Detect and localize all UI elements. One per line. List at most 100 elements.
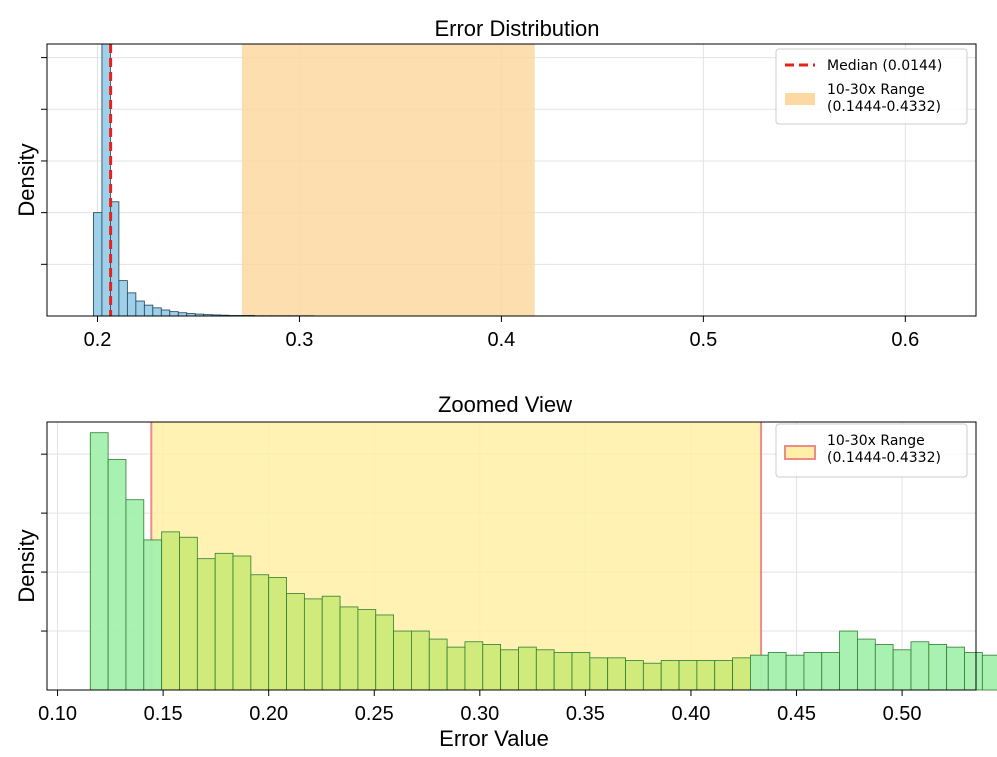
- histogram-bar: [660, 660, 680, 691]
- histogram-bar: [214, 552, 234, 691]
- histogram-bar: [714, 660, 733, 691]
- histogram-bar: [785, 654, 805, 691]
- x-tick-label: 0.6: [891, 329, 919, 351]
- range-band-area: [241, 44, 535, 316]
- histogram-bar: [535, 649, 555, 691]
- histogram-bar: [303, 598, 323, 691]
- histogram-bar: [518, 646, 537, 691]
- histogram-bar: [500, 649, 519, 691]
- legend-range-line: 10-30x Range: [827, 82, 925, 98]
- histogram-bar: [732, 657, 751, 691]
- histogram-bar: [339, 606, 359, 691]
- histogram-bar: [152, 307, 162, 317]
- x-tick-label: 0.4: [487, 329, 515, 351]
- x-tick-label: 0.25: [355, 703, 394, 725]
- histogram-bar: [625, 660, 644, 691]
- histogram-bar: [286, 593, 305, 691]
- y-axis-label: Density: [14, 143, 39, 216]
- axes-frame: [46, 421, 977, 691]
- x-tick-label: 0.40: [671, 703, 710, 725]
- legend: 10-30x Range (0.1444-0.4332): [775, 423, 968, 478]
- legend-range-line: 10-30x Range: [827, 433, 925, 449]
- chart-title: Error Distribution: [434, 16, 599, 41]
- histogram-bar: [696, 660, 716, 691]
- x-axis-ticks: 0.10 0.15 0.20 0.25 0.30 0.35 0.40 0.45 0.50: [38, 453, 922, 725]
- histogram-bar: [232, 555, 252, 691]
- x-tick-label: 0.20: [249, 703, 288, 725]
- histogram-bars: [89, 432, 997, 691]
- histogram-bar: [411, 630, 430, 691]
- histogram-bar: [821, 652, 841, 691]
- histogram-bar: [571, 652, 591, 691]
- x-tick-label: 0.2: [84, 329, 112, 351]
- histogram-bar: [928, 644, 948, 691]
- histogram-bar: [946, 646, 965, 691]
- histogram-bar: [375, 614, 394, 691]
- histogram-bar: [93, 212, 103, 317]
- histogram-bar: [135, 300, 145, 317]
- histogram-bar: [89, 432, 109, 691]
- x-axis-label: Error Value: [439, 726, 549, 751]
- legend-range-label: 10-30x Range (0.1444-0.4332): [827, 82, 941, 115]
- x-tick-label: 0.10: [38, 703, 77, 725]
- axes-frame: [46, 43, 977, 317]
- histogram-bar: [126, 292, 137, 317]
- legend-box: [775, 48, 968, 125]
- plot-frame: [46, 43, 977, 317]
- x-tick-label: 0.35: [566, 703, 605, 725]
- legend-range-line: (0.1444-0.4332): [827, 99, 941, 115]
- histogram-bar: [428, 638, 448, 691]
- legend-range-swatch: [785, 93, 815, 105]
- legend-median-label: Median (0.0144): [827, 58, 942, 74]
- histogram-bar: [464, 641, 484, 691]
- x-tick-label: 0.50: [883, 703, 922, 725]
- histogram-bar: [964, 652, 983, 691]
- histogram-bar: [143, 539, 163, 691]
- x-tick-label: 0.5: [689, 329, 717, 351]
- histogram-bar: [107, 459, 127, 691]
- plot-frame: [46, 421, 977, 691]
- histogram-bar: [892, 649, 912, 691]
- legend-range-swatch: [784, 445, 816, 460]
- x-axis-ticks: 0.2 0.3 0.4 0.5 0.6: [41, 57, 919, 351]
- legend-box: [775, 423, 968, 478]
- histogram-bar: [607, 657, 626, 691]
- histogram-bar: [839, 630, 858, 691]
- histogram-bar: [678, 660, 698, 691]
- histogram-bar: [910, 641, 930, 691]
- x-tick-label: 0.3: [286, 329, 314, 351]
- histogram-bar: [160, 309, 171, 317]
- legend-range-label: 10-30x Range (0.1444-0.4332): [827, 433, 941, 466]
- histogram-bar: [589, 657, 609, 691]
- x-tick-label: 0.30: [460, 703, 499, 725]
- legend: Median (0.0144) 10-30x Range (0.1444-0.43…: [775, 48, 968, 125]
- histogram-bar: [767, 652, 787, 691]
- histogram-bar: [981, 654, 997, 691]
- histogram-bar: [446, 646, 466, 691]
- histogram-bar: [857, 638, 876, 691]
- histogram-bar: [196, 558, 216, 691]
- error-distribution-panel: Error Distribution Density 0.2 0.3 0.4 0.5 0…: [14, 16, 977, 351]
- histogram-bar: [125, 499, 145, 691]
- histogram-bar: [118, 280, 128, 317]
- histogram-bar: [179, 536, 198, 691]
- chart-title: Zoomed View: [438, 392, 572, 417]
- histogram-bar: [143, 304, 154, 317]
- histogram-bar: [357, 609, 377, 691]
- histogram-bar: [169, 311, 179, 317]
- histogram-bar: [321, 595, 341, 691]
- histogram-bar: [268, 577, 287, 691]
- x-tick-label: 0.15: [144, 703, 183, 725]
- legend-range-line: (0.1444-0.4332): [827, 450, 941, 466]
- zoomed-view-panel: Zoomed View Density Error Value 0.10 0.15…: [14, 392, 997, 751]
- x-tick-label: 0.45: [777, 703, 816, 725]
- histogram-bar: [750, 654, 769, 691]
- histogram-bar: [803, 652, 823, 691]
- histogram-bar: [161, 531, 180, 691]
- histogram-bar: [482, 644, 502, 691]
- histogram-bar: [393, 630, 412, 691]
- y-axis-label: Density: [14, 529, 39, 602]
- histogram-bar: [642, 662, 662, 691]
- histogram-bar: [250, 574, 270, 691]
